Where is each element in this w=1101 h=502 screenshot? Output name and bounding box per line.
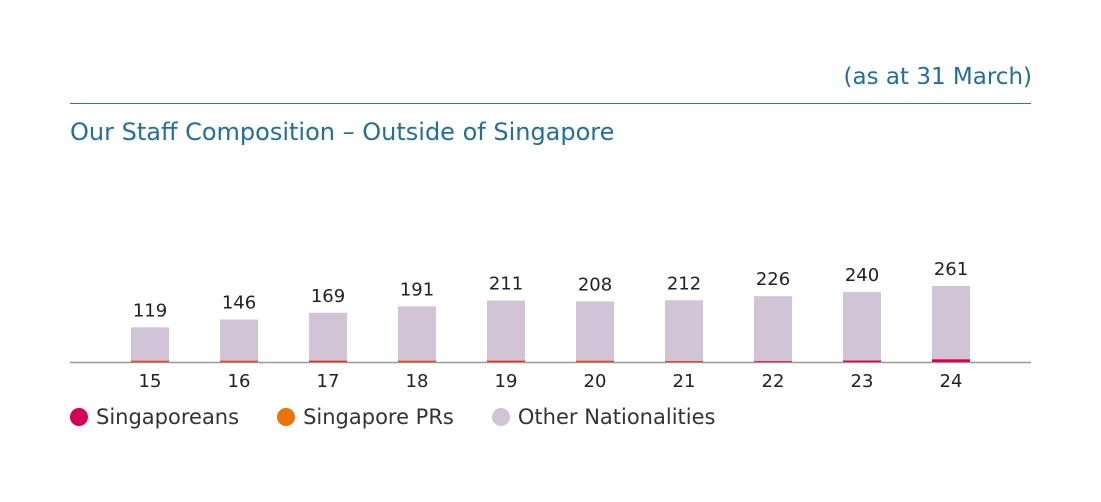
total-label-18: 191 <box>400 279 434 300</box>
total-label-21: 212 <box>667 273 701 294</box>
legend-item-singaporeans: Singaporeans <box>70 405 239 429</box>
bar-segment-other-nationalities-18 <box>398 306 436 361</box>
x-tick-label-18: 18 <box>406 371 429 392</box>
bar-segment-singapore-prs-15 <box>131 360 169 362</box>
bar-segment-singaporeans-19 <box>487 361 525 362</box>
total-label-22: 226 <box>756 269 790 290</box>
total-label-24: 261 <box>934 259 968 280</box>
total-label-20: 208 <box>578 274 612 295</box>
total-label-15: 119 <box>133 300 167 321</box>
bar-segment-singapore-prs-21 <box>665 360 703 362</box>
x-tick-label-17: 17 <box>317 371 340 392</box>
legend-swatch-singapore-prs <box>277 408 296 426</box>
bar-segment-singaporeans-16 <box>220 361 258 362</box>
legend-swatch-singaporeans <box>70 408 88 426</box>
bar-segment-singaporeans-21 <box>665 361 703 362</box>
bar-segment-other-nationalities-16 <box>220 319 258 361</box>
x-tick-label-23: 23 <box>851 371 874 392</box>
legend-swatch-other-nationalities <box>491 408 510 426</box>
bar-segment-other-nationalities-17 <box>309 312 347 361</box>
bar-segment-singapore-prs-17 <box>309 360 347 362</box>
bar-segment-singapore-prs-24 <box>932 358 970 360</box>
bar-segment-singapore-prs-19 <box>487 360 525 362</box>
legend-label-other-nationalities: Other Nationalities <box>517 405 716 429</box>
total-label-19: 211 <box>489 274 523 295</box>
chart-title: Our Staff Composition – Outside of Singa… <box>70 118 615 146</box>
x-tick-label-16: 16 <box>228 371 251 392</box>
legend-item-singapore-prs: Singapore PRs <box>277 405 454 429</box>
legend-label-singaporeans: Singaporeans <box>96 405 240 429</box>
x-tick-label-19: 19 <box>495 371 518 392</box>
bar-segment-singaporeans-18 <box>398 361 436 362</box>
bar-segment-other-nationalities-22 <box>754 296 792 361</box>
chart-legend: Singaporeans Singapore PRs Other Nationa… <box>70 405 753 429</box>
date-note: (as at 31 March) <box>843 64 1032 90</box>
bar-segment-singaporeans-20 <box>576 361 614 362</box>
legend-item-other-nationalities: Other Nationalities <box>491 405 716 429</box>
total-label-17: 169 <box>311 286 345 307</box>
bar-segment-other-nationalities-24 <box>932 286 970 359</box>
header-divider <box>70 103 1031 104</box>
bar-segment-singaporeans-22 <box>754 361 792 362</box>
bar-segment-other-nationalities-15 <box>131 327 169 361</box>
bar-segment-other-nationalities-19 <box>487 300 525 361</box>
bar-segment-singaporeans-23 <box>843 360 881 362</box>
bar-segment-singapore-prs-16 <box>220 360 258 362</box>
total-label-23: 240 <box>845 265 879 286</box>
bar-segment-singaporeans-17 <box>309 361 347 362</box>
bar-segment-other-nationalities-20 <box>576 301 614 361</box>
legend-label-singapore-prs: Singapore PRs <box>303 405 454 429</box>
x-tick-label-20: 20 <box>584 371 607 392</box>
x-tick-label-15: 15 <box>139 371 162 392</box>
x-tick-label-21: 21 <box>673 371 696 392</box>
total-label-16: 146 <box>222 292 256 313</box>
x-tick-label-24: 24 <box>940 371 963 392</box>
bar-segment-singapore-prs-18 <box>398 360 436 362</box>
bar-segment-other-nationalities-21 <box>665 300 703 361</box>
bar-segment-singaporeans-24 <box>932 359 970 362</box>
bar-segment-other-nationalities-23 <box>843 292 881 361</box>
bar-segment-singaporeans-15 <box>131 361 169 362</box>
bar-segment-singapore-prs-20 <box>576 360 614 362</box>
x-tick-label-22: 22 <box>762 371 785 392</box>
